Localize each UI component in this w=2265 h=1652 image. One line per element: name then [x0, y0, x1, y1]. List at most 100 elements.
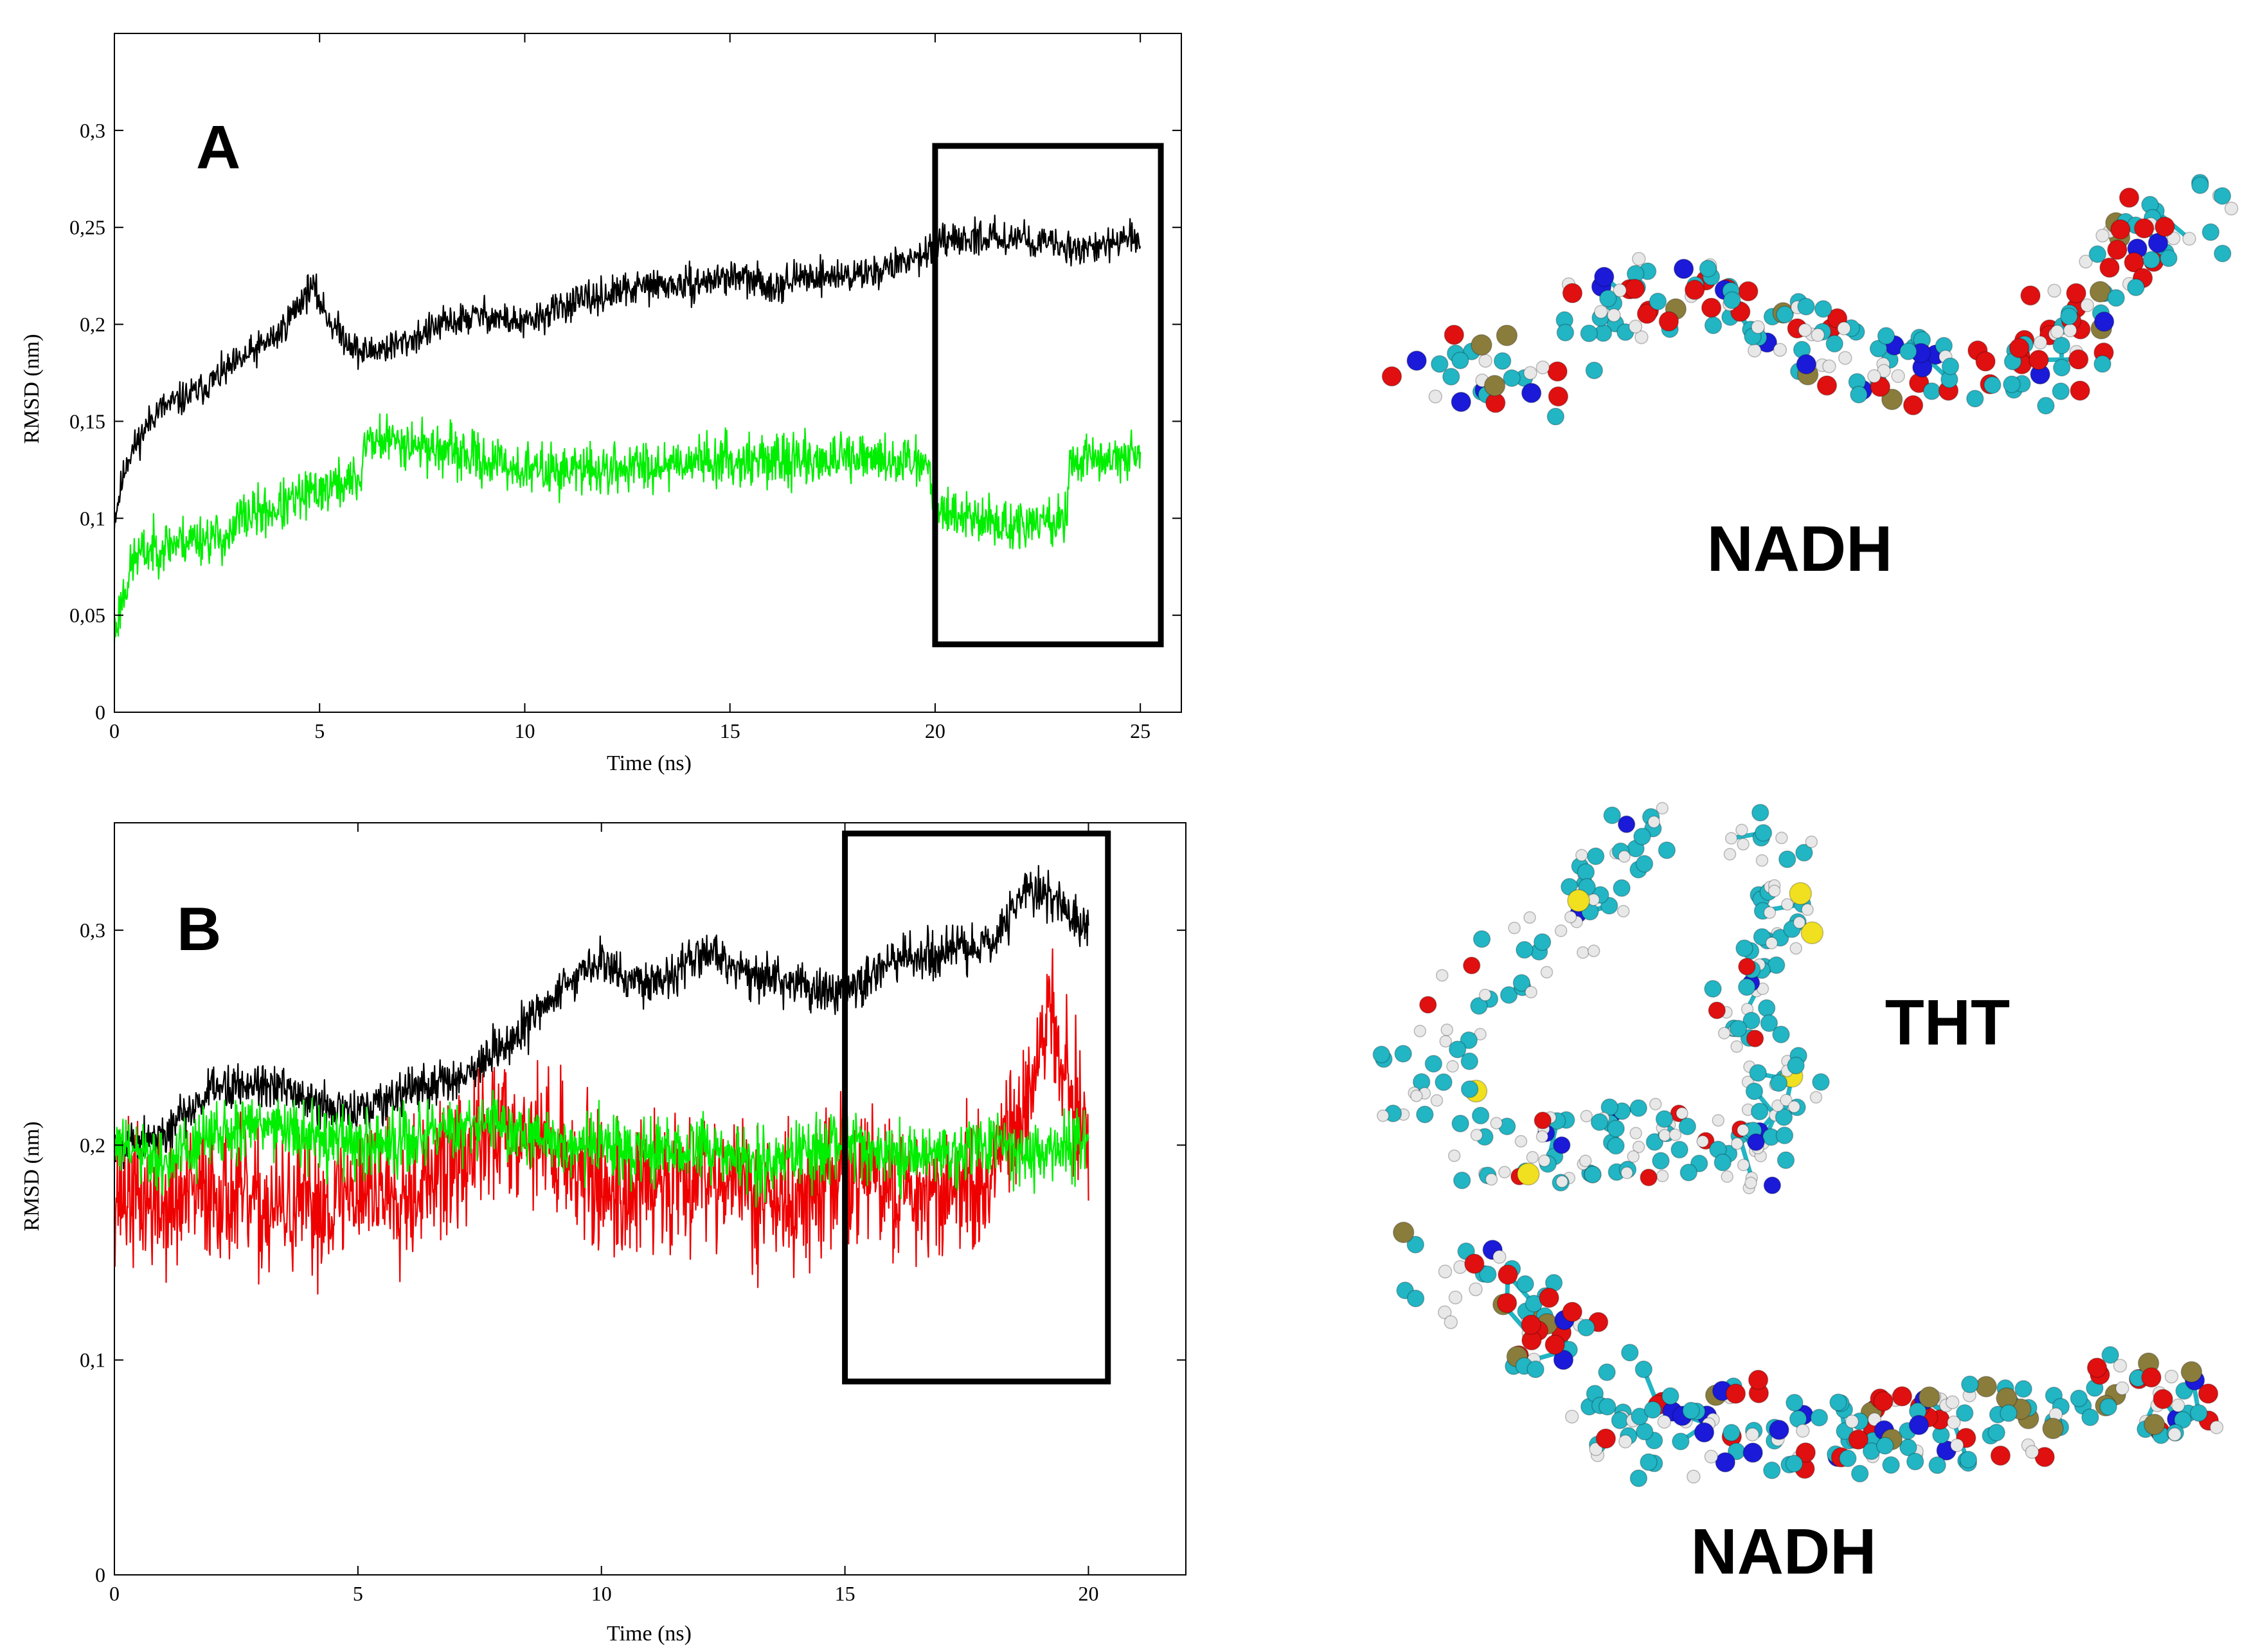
atom	[1498, 1264, 1518, 1285]
atom	[2037, 397, 2055, 415]
atom	[2081, 1408, 2099, 1426]
tht-label: THT	[1885, 987, 2010, 1059]
chart-a-x-tick-label: 25	[1130, 719, 1150, 742]
atom	[1873, 1391, 1893, 1412]
atom	[1983, 376, 2001, 394]
atom	[1464, 1253, 1485, 1274]
atom	[1754, 823, 1773, 842]
atom	[1508, 921, 1521, 935]
atom	[1621, 1343, 1639, 1361]
chart-b-x-tick-label: 5	[353, 1582, 363, 1605]
atom	[1553, 1349, 1574, 1370]
atom	[1564, 910, 1577, 924]
atom	[1906, 1452, 1924, 1471]
atom	[1704, 1450, 1719, 1464]
atom	[1424, 1055, 1443, 1073]
atom	[1745, 1082, 1764, 1100]
atom	[1523, 366, 1537, 380]
atom	[1881, 388, 1903, 411]
atom	[1781, 898, 1794, 911]
atom	[1516, 940, 1534, 959]
atom	[1587, 944, 1600, 958]
atom	[1765, 937, 1778, 949]
chart-a-y-tick-label: 0,25	[69, 216, 105, 239]
atom	[1490, 1117, 1503, 1130]
atom	[1620, 1166, 1633, 1180]
atom	[1687, 1469, 1701, 1484]
atom	[1825, 334, 1843, 353]
atom	[1658, 1129, 1671, 1142]
chart-a-series-green-line	[113, 413, 1141, 643]
atom	[1470, 997, 1488, 1015]
atom	[1737, 838, 1750, 851]
atom	[1672, 1432, 1690, 1451]
atom	[1723, 848, 1737, 861]
chart-a-frame	[114, 33, 1182, 713]
atom	[1656, 1169, 1669, 1183]
atom	[1780, 1093, 1793, 1107]
atom	[1772, 1025, 1790, 1044]
chart-a-y-tick-label: 0,15	[69, 409, 105, 433]
chart-a-y-tick-label: 0,2	[80, 313, 105, 336]
atom	[1525, 985, 1537, 999]
atom	[1451, 1115, 1469, 1133]
atom	[1556, 323, 1575, 342]
atom	[1778, 850, 1796, 868]
chart-a-x-tick-label: 5	[314, 719, 325, 742]
atom	[2167, 1427, 2182, 1442]
atom	[2042, 1417, 2064, 1439]
atom	[2099, 257, 2120, 278]
atom	[1579, 1154, 1592, 1167]
atom	[1661, 1387, 1679, 1405]
atom	[1438, 1305, 1452, 1320]
atom	[1775, 1108, 1793, 1126]
atom	[1795, 843, 1813, 862]
atom	[1839, 1450, 1857, 1468]
atom	[2190, 1404, 2208, 1422]
atom	[1493, 352, 1512, 370]
atom	[2142, 251, 2161, 269]
atom	[1796, 354, 1817, 375]
atom	[2079, 255, 2093, 269]
atom	[1645, 1133, 1664, 1151]
atom	[2171, 1398, 2185, 1413]
atom	[1485, 1172, 1498, 1186]
atom	[1800, 921, 1824, 944]
atom	[1959, 1451, 1978, 1469]
atom	[1444, 1315, 1458, 1329]
atom	[2052, 336, 2071, 355]
atom	[1595, 1428, 1616, 1449]
atom	[1535, 1130, 1549, 1143]
atom	[1771, 1099, 1784, 1112]
chart-b: 0 5 10 15 20 0 0,1 0,2 0,3 B Time (ns) RMSD (nm)	[20, 822, 1186, 1646]
atom	[1814, 300, 1832, 318]
atom	[1822, 359, 1836, 373]
atom	[1717, 1027, 1731, 1040]
atom	[1987, 1423, 2005, 1442]
atom	[1679, 1163, 1698, 1181]
atom	[2009, 337, 2030, 359]
atom	[1748, 343, 1762, 358]
atom	[1956, 1404, 1974, 1422]
atom	[2164, 1369, 2179, 1384]
atom	[1539, 1288, 1559, 1308]
atom	[1575, 848, 1588, 862]
atom	[1845, 1414, 1859, 1429]
atom	[2070, 1389, 2088, 1408]
chart-b-x-tick-label: 10	[591, 1582, 612, 1605]
atom	[1406, 350, 1427, 371]
atom	[1882, 1456, 1900, 1474]
atom	[1673, 258, 1694, 279]
atom	[1902, 395, 1924, 416]
atom	[1945, 1395, 1960, 1410]
tht-molecule-render	[1372, 802, 1830, 1194]
atom	[2191, 176, 2209, 194]
atom	[1471, 334, 1492, 356]
atom	[1594, 305, 1608, 319]
atom	[1787, 1100, 1801, 1113]
atom	[1647, 815, 1660, 829]
atom	[1975, 351, 1996, 372]
atom	[1811, 328, 1825, 342]
atom	[1430, 1094, 1444, 1107]
